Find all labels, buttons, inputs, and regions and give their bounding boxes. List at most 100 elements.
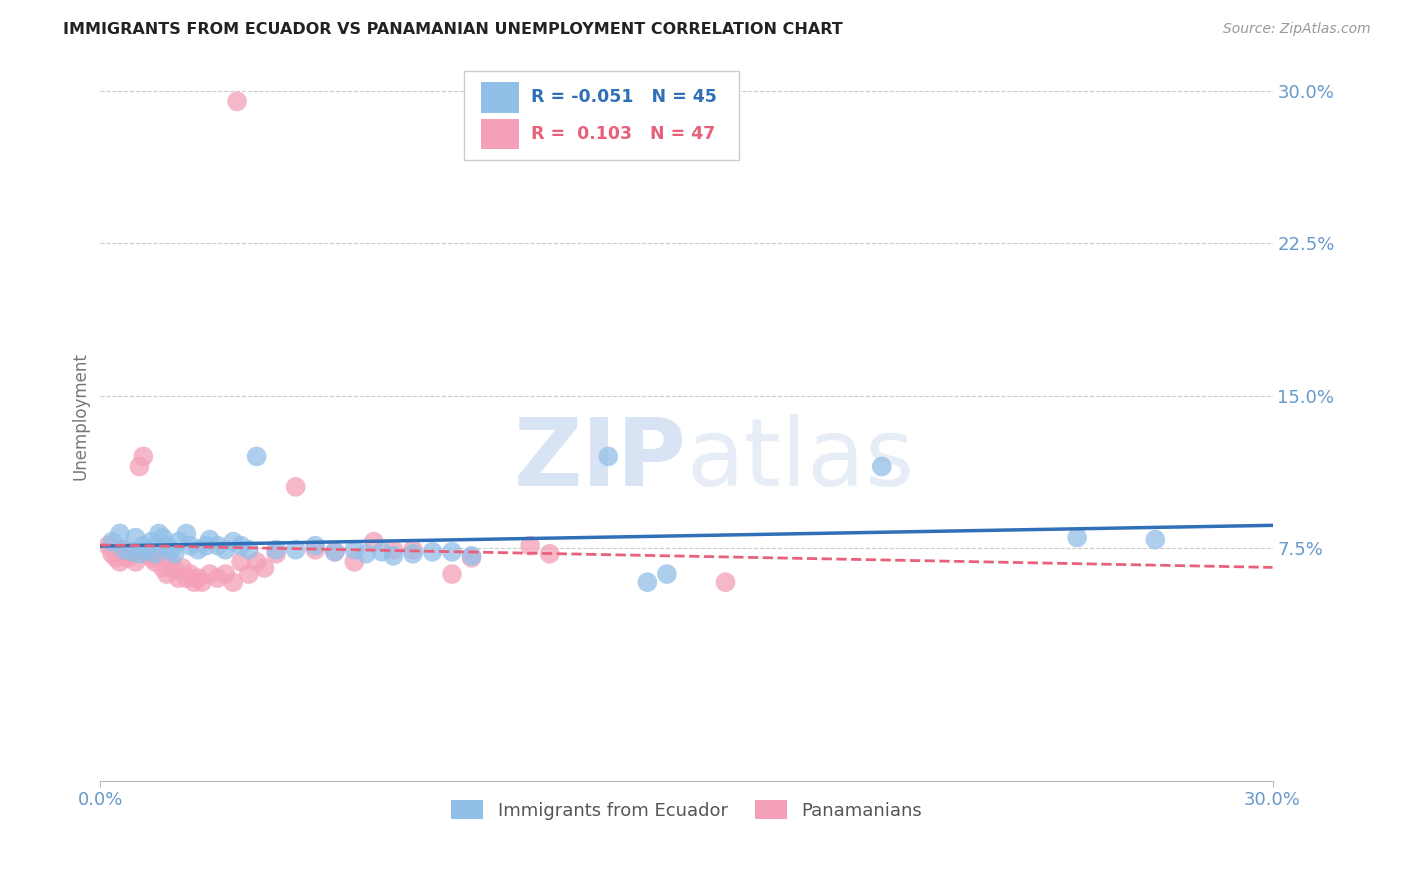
Point <box>714 575 737 590</box>
Point <box>343 555 366 569</box>
Point <box>112 542 135 557</box>
Point <box>222 534 245 549</box>
Text: R = -0.051   N = 45: R = -0.051 N = 45 <box>530 88 717 106</box>
Point <box>198 533 221 547</box>
Point <box>253 561 276 575</box>
Point <box>343 542 366 557</box>
Point <box>246 450 269 464</box>
Point <box>370 545 392 559</box>
Point <box>304 539 326 553</box>
Point <box>124 555 146 569</box>
Point <box>598 450 620 464</box>
Point <box>284 480 307 494</box>
Point <box>538 547 561 561</box>
Point <box>152 561 174 575</box>
Point <box>636 575 658 590</box>
Point <box>143 547 166 561</box>
Point <box>143 555 166 569</box>
Point <box>402 547 425 561</box>
Text: IMMIGRANTS FROM ECUADOR VS PANAMANIAN UNEMPLOYMENT CORRELATION CHART: IMMIGRANTS FROM ECUADOR VS PANAMANIAN UN… <box>63 22 844 37</box>
Point <box>187 542 209 557</box>
Point <box>222 575 245 590</box>
Point <box>214 542 236 557</box>
Point <box>108 526 131 541</box>
Point <box>382 542 405 557</box>
Point <box>167 571 190 585</box>
Point <box>238 567 260 582</box>
Point <box>124 531 146 545</box>
FancyBboxPatch shape <box>481 119 519 149</box>
Point <box>440 567 463 582</box>
Point <box>128 459 150 474</box>
Point <box>238 542 260 557</box>
Point <box>148 526 170 541</box>
Point <box>870 459 893 474</box>
Point <box>440 545 463 559</box>
Point <box>108 555 131 569</box>
Point <box>1144 533 1167 547</box>
Text: ZIP: ZIP <box>513 414 686 506</box>
Point <box>207 539 229 553</box>
Point <box>117 550 139 565</box>
Point <box>402 542 425 557</box>
Text: atlas: atlas <box>686 414 915 506</box>
Point <box>229 539 252 553</box>
Point <box>141 550 163 565</box>
Point <box>136 542 159 557</box>
Point <box>382 549 405 563</box>
Point <box>226 95 249 109</box>
Point <box>159 555 181 569</box>
Point <box>152 531 174 545</box>
Point <box>179 539 201 553</box>
Point <box>246 555 269 569</box>
Point <box>519 539 541 553</box>
Point <box>156 539 179 553</box>
FancyBboxPatch shape <box>464 71 740 161</box>
Point <box>323 545 346 559</box>
FancyBboxPatch shape <box>481 82 519 112</box>
Point <box>207 571 229 585</box>
Y-axis label: Unemployment: Unemployment <box>72 352 89 480</box>
Point <box>176 526 198 541</box>
Point <box>229 555 252 569</box>
Point <box>101 534 124 549</box>
Point <box>323 545 346 559</box>
Point <box>1066 531 1088 545</box>
Point <box>363 534 385 549</box>
Point <box>156 567 179 582</box>
Point <box>132 539 155 553</box>
Point <box>97 539 120 553</box>
Point <box>132 450 155 464</box>
Point <box>163 563 186 577</box>
Point <box>159 542 181 557</box>
Text: Source: ZipAtlas.com: Source: ZipAtlas.com <box>1223 22 1371 37</box>
Point <box>148 547 170 561</box>
Point <box>141 534 163 549</box>
Point <box>183 575 205 590</box>
Point <box>187 571 209 585</box>
Point <box>655 567 678 582</box>
Point <box>354 547 377 561</box>
Point <box>167 534 190 549</box>
Text: R =  0.103   N = 47: R = 0.103 N = 47 <box>530 125 714 143</box>
Point <box>460 550 482 565</box>
Point <box>104 550 127 565</box>
Legend: Immigrants from Ecuador, Panamanians: Immigrants from Ecuador, Panamanians <box>443 793 929 827</box>
Point <box>214 567 236 582</box>
Point <box>176 571 198 585</box>
Point <box>172 561 194 575</box>
Point <box>422 545 444 559</box>
Point <box>198 567 221 582</box>
Point <box>112 542 135 557</box>
Point <box>136 547 159 561</box>
Point <box>191 575 214 590</box>
Point <box>264 547 287 561</box>
Point <box>101 547 124 561</box>
Point <box>284 542 307 557</box>
Point <box>128 547 150 561</box>
Point <box>194 539 217 553</box>
Point <box>163 547 186 561</box>
Point <box>460 549 482 563</box>
Point <box>121 547 143 561</box>
Point <box>304 542 326 557</box>
